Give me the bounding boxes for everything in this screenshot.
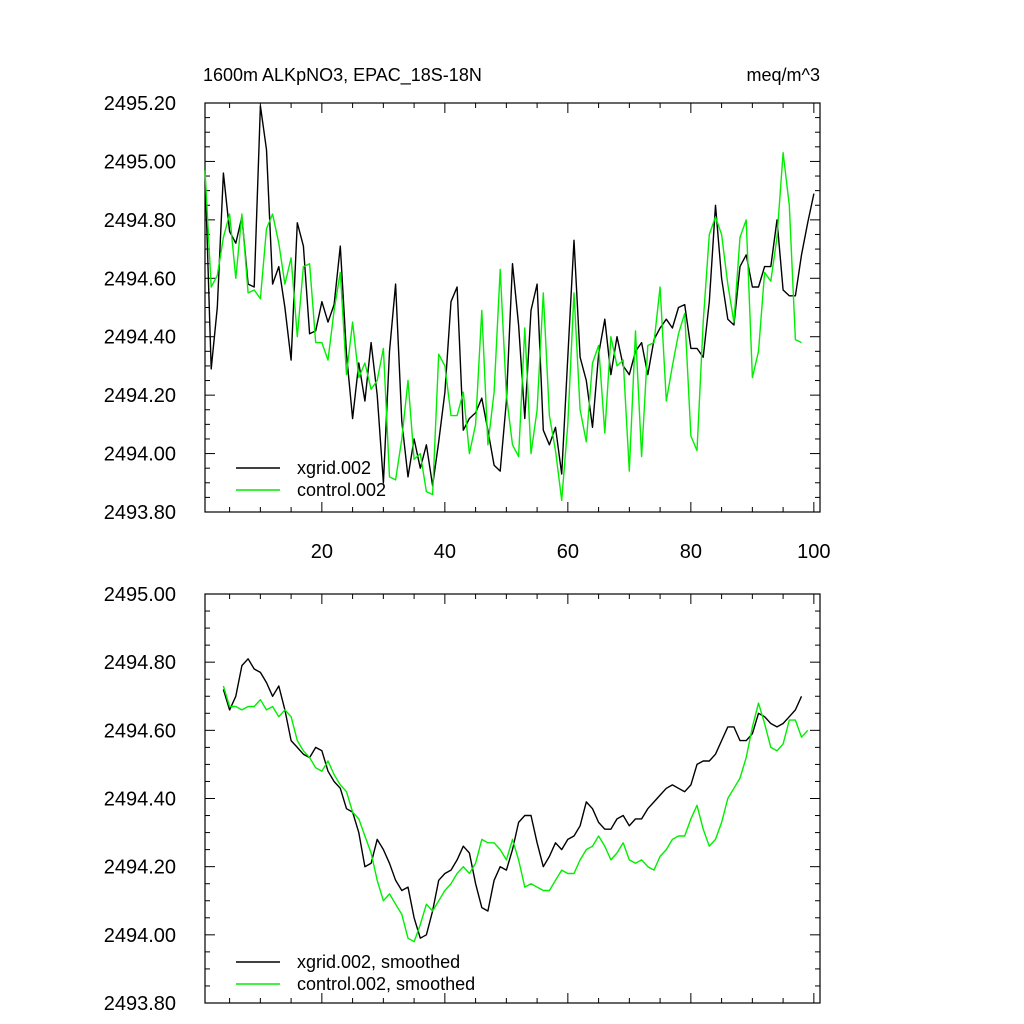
x-tick-label: 60 xyxy=(557,541,579,563)
chart-panel-1: 1600m ALKpNO3, EPAC_18S-18N meq/m^3 2493.8… xyxy=(104,65,831,563)
y-tick-label: 2494.40 xyxy=(104,789,176,811)
series-line-1 xyxy=(204,105,815,487)
y-tick-label: 2494.80 xyxy=(104,210,176,232)
legend-label: control.002 xyxy=(297,480,386,500)
legend-label: control.002, smoothed xyxy=(297,974,475,994)
y-tick-label: 2494.20 xyxy=(104,385,176,407)
y-tick-label: 2494.80 xyxy=(104,652,176,674)
x-tick-label: 100 xyxy=(797,541,830,563)
legend-label: xgrid.002, smoothed xyxy=(297,952,460,972)
series-line-2 xyxy=(222,685,809,943)
x-tick-label: 20 xyxy=(311,541,333,563)
legend-label: xgrid.002 xyxy=(297,458,371,478)
units-label: meq/m^3 xyxy=(747,65,820,85)
y-tick-label: 2494.60 xyxy=(104,720,176,742)
chart-title: 1600m ALKpNO3, EPAC_18S-18N xyxy=(203,65,482,86)
y-tick-label: 2495.00 xyxy=(104,584,176,606)
y-tick-label: 2495.00 xyxy=(104,151,176,173)
y-tick-label: 2495.20 xyxy=(104,93,176,115)
chart-panel-2: 2493.80 2494.00 2494.20 2494.40 2494.60 2494.… xyxy=(104,584,821,1015)
y-tick-label: 2494.00 xyxy=(104,444,176,466)
plot-frame xyxy=(204,102,821,513)
series-line-1 xyxy=(222,658,803,939)
y-tick-label: 2493.80 xyxy=(104,993,176,1015)
y-tick-label: 2493.80 xyxy=(104,502,176,524)
x-tick-label: 40 xyxy=(434,541,456,563)
y-tick-label: 2494.60 xyxy=(104,268,176,290)
y-tick-label: 2494.40 xyxy=(104,327,176,349)
y-tick-label: 2494.20 xyxy=(104,857,176,879)
series-line-2 xyxy=(204,151,802,501)
y-tick-label: 2494.00 xyxy=(104,925,176,947)
x-tick-label: 80 xyxy=(680,541,702,563)
